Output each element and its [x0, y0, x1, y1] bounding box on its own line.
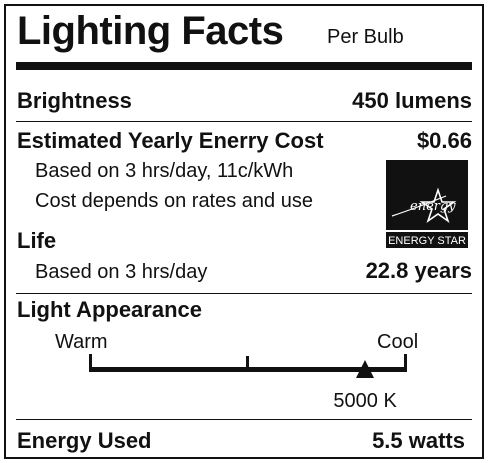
energy-used-label: Energy Used — [17, 428, 152, 453]
per-bulb-label: Per Bulb — [327, 26, 404, 48]
energy-star-icon: energy ENERGY STAR — [386, 160, 468, 248]
cost-value: $0.66 — [416, 128, 472, 153]
divider — [16, 121, 472, 122]
energy-script-text: energy — [410, 199, 456, 214]
label-frame — [4, 4, 484, 459]
brightness-label: Brightness — [17, 88, 132, 113]
scale-tick-mid — [246, 356, 249, 370]
cost-label: Estimated Yearly Enerry Cost — [17, 128, 324, 153]
energy-star-logo: energy ENERGY STAR — [386, 160, 468, 248]
temperature-value: 5000 K — [333, 390, 397, 412]
energy-used-value: 5.5 watts — [372, 428, 465, 453]
divider — [16, 293, 472, 294]
life-value: 22.8 years — [365, 258, 472, 283]
brightness-value: 450 lumens — [352, 88, 472, 113]
scale-tick-start — [89, 354, 92, 370]
appearance-label: Light Appearance — [17, 297, 202, 322]
cost-note-depends: Cost depends on rates and use — [35, 190, 313, 212]
life-label: Life — [17, 228, 57, 253]
label-title: Lighting Facts — [17, 9, 284, 53]
divider — [16, 419, 472, 420]
warm-label: Warm — [55, 331, 108, 353]
cost-note-rate: Based on 3 hrs/day, 11c/kWh — [35, 160, 294, 182]
thick-divider — [16, 62, 472, 70]
life-note: Based on 3 hrs/day — [35, 261, 208, 283]
temperature-marker — [355, 360, 374, 378]
energy-star-text: ENERGY STAR — [388, 235, 466, 247]
scale-tick-end — [404, 354, 407, 370]
cool-label: Cool — [377, 331, 419, 353]
